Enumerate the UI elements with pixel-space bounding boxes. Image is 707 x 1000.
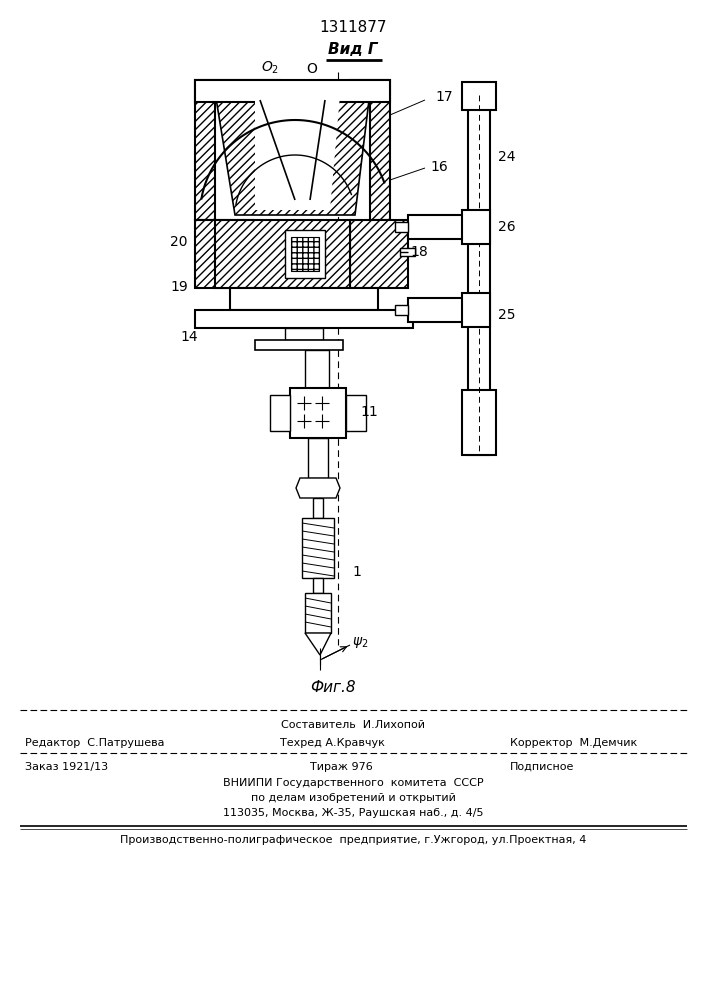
Text: O: O [307,62,317,76]
Polygon shape [350,80,390,220]
Polygon shape [395,222,408,232]
Bar [285,230,325,278]
Text: 19: 19 [170,280,188,294]
Text: 11: 11 [360,405,378,419]
Bar [468,95,490,455]
Text: Тираж 976: Тираж 976 [310,762,373,772]
Bar [462,210,490,244]
Bar [290,388,346,438]
Text: 1: 1 [352,565,361,579]
Text: 113035, Москва, Ж-35, Раушская наб., д. 4/5: 113035, Москва, Ж-35, Раушская наб., д. … [223,808,484,818]
Polygon shape [195,80,280,220]
Text: 14: 14 [180,330,198,344]
Bar [408,298,468,322]
Text: Техред А.Кравчук: Техред А.Кравчук [280,738,385,748]
Text: Подписное: Подписное [510,762,574,772]
Text: $O_2$: $O_2$ [261,60,279,76]
Polygon shape [215,92,370,215]
Bar [285,328,323,340]
Bar [230,288,378,310]
Polygon shape [395,305,408,315]
Text: 17: 17 [435,90,452,104]
Polygon shape [305,633,331,655]
Bar [462,390,496,455]
Text: 16: 16 [430,160,448,174]
Bar [195,220,253,288]
Text: Заказ 1921/13: Заказ 1921/13 [25,762,108,772]
Bar [346,395,366,431]
Bar [215,220,350,288]
Bar [462,293,490,327]
Bar [313,498,323,518]
Text: ВНИИПИ Государственного  комитета  СССР: ВНИИПИ Государственного комитета СССР [223,778,484,788]
Text: Вид Г: Вид Г [328,42,378,57]
Bar [305,593,331,633]
Bar [350,220,408,288]
Text: 18: 18 [410,245,428,259]
Text: 26: 26 [498,220,515,234]
Polygon shape [296,478,340,498]
Text: $\psi_2$: $\psi_2$ [352,636,368,650]
Bar [308,438,328,478]
Text: 24: 24 [498,150,515,164]
Text: Фиг.8: Фиг.8 [310,680,356,695]
Text: Составитель  И.Лихопой: Составитель И.Лихопой [281,720,425,730]
Text: Редактор  С.Патрушева: Редактор С.Патрушева [25,738,165,748]
Bar [408,215,468,239]
Text: 25: 25 [498,308,515,322]
Bar [462,82,496,110]
Text: Корректор  М.Демчик: Корректор М.Демчик [510,738,637,748]
Polygon shape [255,95,340,210]
Bar [291,237,319,271]
Bar [195,80,390,102]
Text: по делам изобретений и открытий: по делам изобретений и открытий [250,793,455,803]
Bar [305,350,329,388]
Text: Производственно-полиграфическое  предприятие, г.Ужгород, ул.Проектная, 4: Производственно-полиграфическое предприя… [119,835,586,845]
Polygon shape [400,248,415,256]
Bar [302,518,334,578]
Text: 20: 20 [170,235,187,249]
Text: 1311877: 1311877 [320,20,387,35]
Bar [195,310,413,328]
Bar [313,578,323,593]
Bar [255,340,343,350]
Bar [270,395,290,431]
